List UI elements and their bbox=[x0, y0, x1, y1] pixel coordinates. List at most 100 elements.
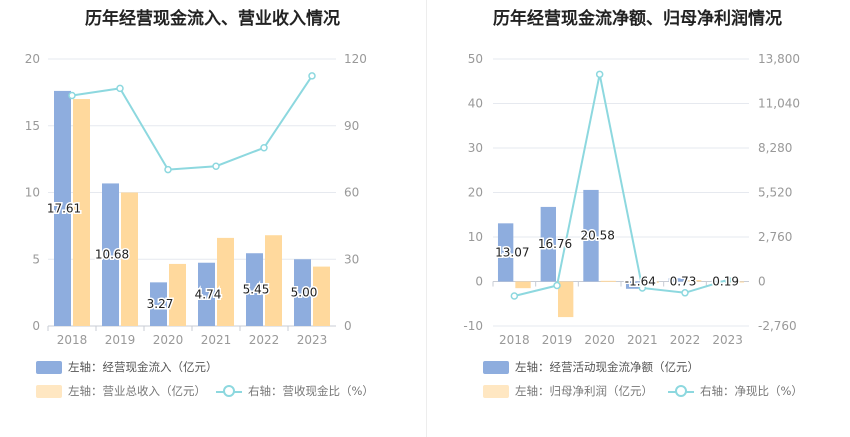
bar-series-2 bbox=[643, 281, 659, 283]
right-axis-tick: 120 bbox=[344, 52, 367, 66]
line-point bbox=[553, 281, 561, 290]
left-axis-tick: 0 bbox=[32, 319, 40, 333]
legend-label: 右轴：净现比（%） bbox=[700, 384, 803, 398]
chart-title: 历年经营现金流净额、归母净利润情况 bbox=[493, 9, 782, 29]
bar-series-1 bbox=[540, 206, 556, 282]
bar-series-2 bbox=[600, 280, 617, 282]
left-axis-tick: 20 bbox=[25, 52, 40, 66]
line-series bbox=[514, 74, 728, 297]
data-label: -1.64 bbox=[625, 275, 656, 289]
line-point bbox=[638, 284, 647, 292]
legend-label: 右轴：营收现金比（%） bbox=[248, 384, 374, 398]
legend-item-ratio[interactable]: 右轴：净现比（%） bbox=[668, 383, 803, 399]
line-point bbox=[212, 162, 220, 170]
data-label: 20.58 bbox=[580, 229, 614, 243]
data-label: 3.27 bbox=[147, 297, 174, 311]
right-axis-tick: 13,800 bbox=[758, 52, 800, 66]
line-point bbox=[116, 84, 124, 93]
left-axis-tick: 5 bbox=[32, 252, 40, 266]
bar-series-1 bbox=[583, 189, 599, 282]
x-axis-tick-label: 2022 bbox=[670, 333, 701, 347]
bar-series-2 bbox=[73, 99, 90, 326]
x-axis-tick-label: 2019 bbox=[542, 333, 573, 347]
right-axis-tick: 2,760 bbox=[758, 230, 792, 244]
legend-item-revenue[interactable]: 左轴：营业总收入（亿元） bbox=[36, 383, 206, 399]
line-point bbox=[510, 292, 519, 300]
right-axis-tick: 5,520 bbox=[758, 186, 792, 200]
bar-series-1 bbox=[198, 262, 215, 326]
x-axis-tick-label: 2022 bbox=[249, 333, 280, 347]
legend-line-icon bbox=[216, 384, 242, 398]
line-point bbox=[681, 289, 689, 297]
data-label: 0.19 bbox=[712, 275, 739, 289]
legend-item-cash-inflow[interactable]: 左轴：经营现金流入（亿元） bbox=[36, 359, 218, 375]
x-axis-tick-label: 2020 bbox=[584, 333, 615, 347]
bar-series-2 bbox=[265, 235, 282, 326]
x-axis-tick-label: 2019 bbox=[105, 333, 136, 347]
line-point bbox=[308, 72, 316, 80]
data-label: 16.76 bbox=[538, 237, 572, 251]
x-axis-tick-label: 2021 bbox=[201, 333, 232, 347]
chart-panel-cashflow-revenue: 历年经营现金流入、营业收入情况 0 5 10 15 20 0 30 60 90 120 2018 20… bbox=[25, 9, 374, 399]
chart-canvas: -10 0 10 20 30 40 50 -2,760 0 2,760 5,520 8,280 11,0… bbox=[463, 52, 800, 347]
bar-series-1 bbox=[150, 282, 167, 326]
bar-series-1 bbox=[246, 253, 263, 326]
legend-label: 左轴：归母净利润（亿元） bbox=[515, 384, 653, 398]
right-axis-tick: 0 bbox=[344, 319, 352, 333]
chart-canvas: 0 5 10 15 20 0 30 60 90 120 2018 2019 2020 2021 2022 20… bbox=[25, 52, 367, 347]
legend-label: 左轴：经营活动现金流净额（亿元） bbox=[515, 360, 699, 374]
line-point bbox=[595, 70, 604, 79]
line-point bbox=[260, 144, 268, 152]
legend-line-icon bbox=[668, 384, 694, 398]
right-axis-tick: 30 bbox=[344, 252, 359, 266]
bar-series-1 bbox=[668, 278, 684, 282]
data-label: 17.61 bbox=[47, 201, 81, 215]
bar-series-2 bbox=[558, 281, 574, 318]
legend-swatch bbox=[483, 384, 509, 398]
left-axis-tick: 20 bbox=[468, 186, 483, 200]
legend-swatch bbox=[483, 360, 509, 374]
left-axis-tick: 10 bbox=[25, 186, 40, 200]
bar-series-2 bbox=[169, 263, 186, 326]
chart-title: 历年经营现金流入、营业收入情况 bbox=[85, 9, 340, 29]
bar-series-2 bbox=[313, 266, 330, 326]
right-axis-tick: 8,280 bbox=[758, 141, 792, 155]
legend-item-ratio[interactable]: 右轴：营收现金比（%） bbox=[216, 383, 374, 399]
data-label: 5.45 bbox=[243, 283, 270, 297]
right-axis-tick: 90 bbox=[344, 119, 359, 133]
legend-label: 左轴：营业总收入（亿元） bbox=[68, 384, 206, 398]
legend-item-net-cash[interactable]: 左轴：经营活动现金流净额（亿元） bbox=[483, 359, 699, 375]
left-axis-tick: -10 bbox=[463, 319, 483, 333]
bar-series-1 bbox=[294, 259, 311, 326]
x-axis-tick-label: 2018 bbox=[57, 333, 88, 347]
bar-series-1 bbox=[497, 223, 514, 282]
left-axis-tick: 30 bbox=[468, 141, 483, 155]
right-axis-tick: -2,760 bbox=[758, 319, 797, 333]
panel-divider bbox=[426, 0, 427, 437]
bar-series-1 bbox=[625, 281, 642, 289]
chart-panel-netcash-profit: 历年经营现金流净额、归母净利润情况 -10 0 10 20 30 40 50 -2,760 0 2… bbox=[425, 0, 850, 437]
left-axis-tick: 40 bbox=[468, 97, 483, 111]
data-label: 13.07 bbox=[495, 245, 529, 259]
left-axis-tick: 0 bbox=[475, 275, 483, 289]
bar-series-2 bbox=[515, 281, 531, 289]
bar-series-1 bbox=[54, 90, 71, 327]
right-axis-tick: 11,040 bbox=[758, 97, 800, 111]
bar-series-2 bbox=[121, 192, 138, 326]
legend-swatch bbox=[36, 360, 62, 374]
legend-item-net-profit[interactable]: 左轴：归母净利润（亿元） bbox=[483, 383, 653, 399]
bar-series-2 bbox=[686, 280, 702, 282]
line-point bbox=[68, 91, 76, 100]
x-axis-tick-label: 2020 bbox=[153, 333, 184, 347]
legend-label: 左轴：经营现金流入（亿元） bbox=[68, 360, 218, 374]
data-label: 4.74 bbox=[195, 287, 222, 301]
x-axis-tick-label: 2021 bbox=[627, 333, 658, 347]
bar-series-2 bbox=[728, 281, 745, 283]
left-axis-tick: 10 bbox=[468, 230, 483, 244]
right-axis-tick: 60 bbox=[344, 186, 359, 200]
data-label: 10.68 bbox=[95, 248, 129, 262]
x-axis-tick-label: 2023 bbox=[712, 333, 743, 347]
left-axis-tick: 15 bbox=[25, 119, 40, 133]
left-axis-tick: 50 bbox=[468, 52, 483, 66]
line-series bbox=[71, 75, 313, 171]
